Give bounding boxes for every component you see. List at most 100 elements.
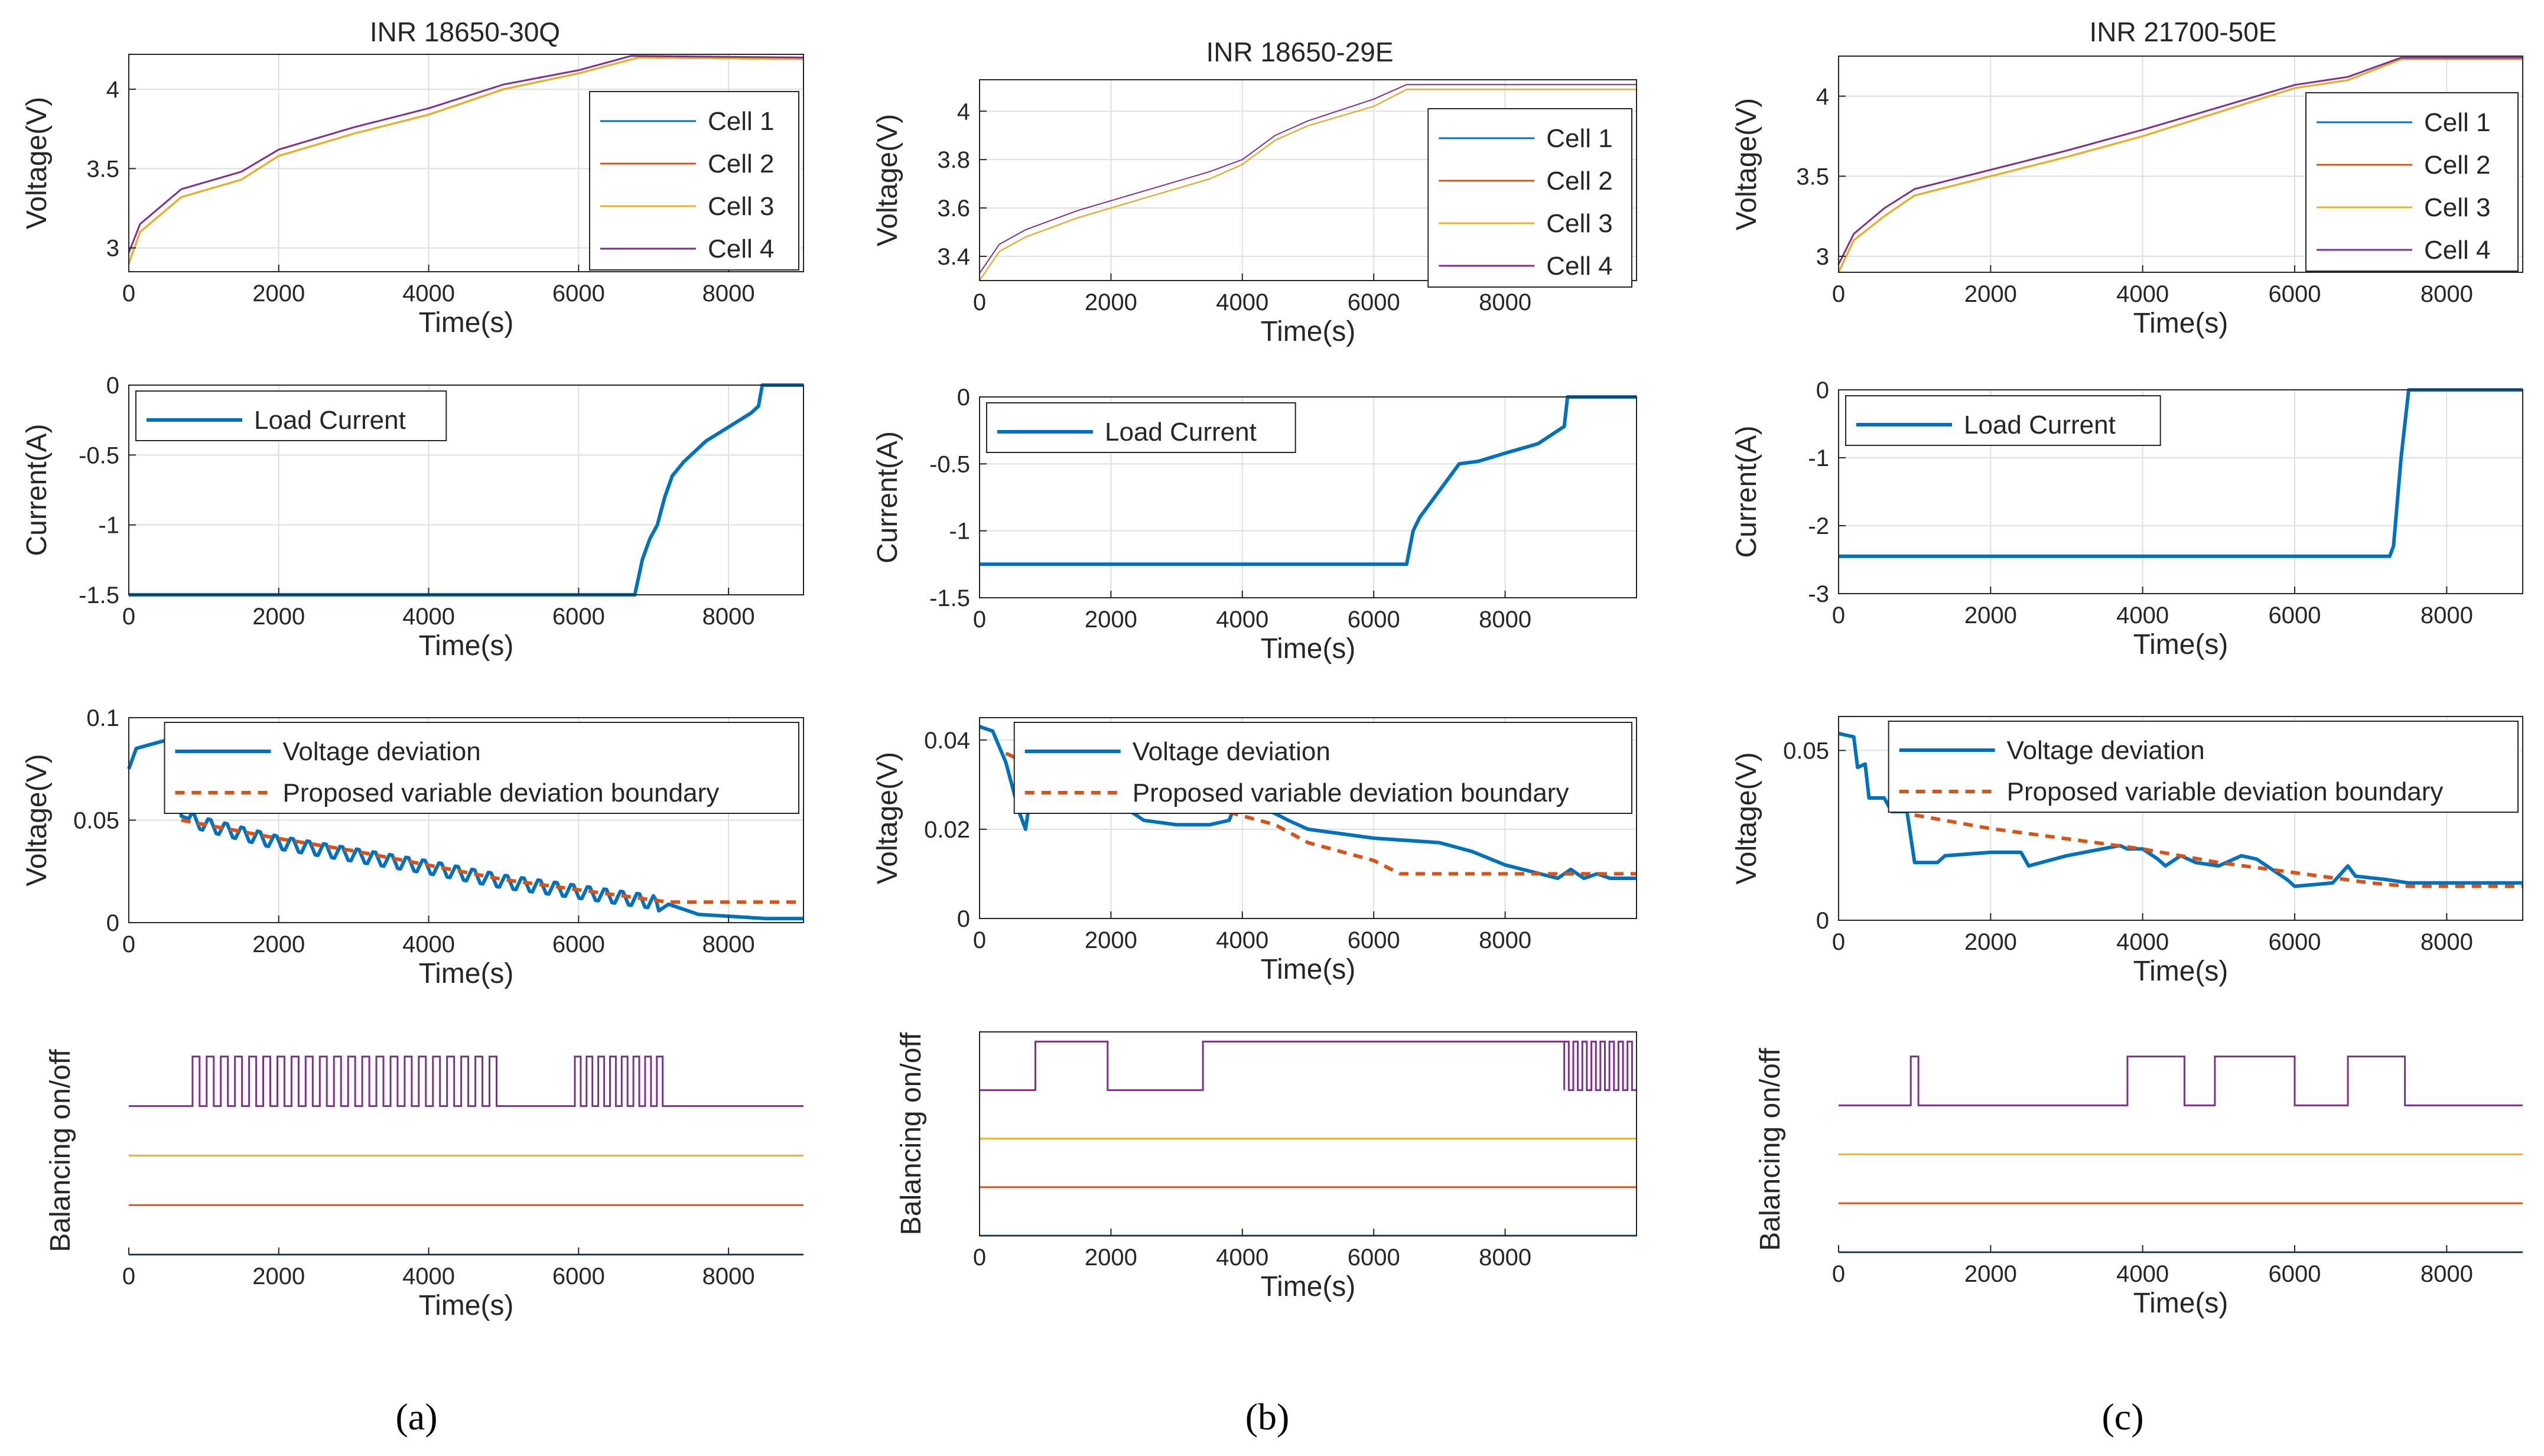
x-axis-label: Time(s) — [2133, 1288, 2229, 1319]
x-tick-label: 8000 — [2421, 602, 2473, 628]
legend-label: Cell 1 — [2424, 108, 2491, 137]
legend-label: Cell 2 — [708, 149, 775, 178]
x-tick-label: 2000 — [1964, 929, 2017, 955]
channel-line-cell-4 — [129, 1056, 803, 1108]
x-tick-label: 6000 — [1348, 927, 1400, 953]
x-tick-label: 6000 — [2269, 602, 2321, 628]
y-tick-label: -1 — [98, 513, 119, 539]
x-tick-label: 4000 — [402, 931, 455, 957]
x-tick-label: 4000 — [402, 281, 455, 307]
axes-box — [128, 385, 804, 595]
legend-label: Cell 2 — [2424, 151, 2491, 180]
y-axis-label: Balancing on/off — [896, 1032, 927, 1235]
x-tick-label: 8000 — [1479, 1245, 1531, 1271]
y-axis-label: Balancing on/off — [1755, 1048, 1786, 1251]
x-axis-label: Time(s) — [419, 1290, 514, 1321]
x-tick-label: 8000 — [1479, 927, 1531, 953]
y-tick-label: 0 — [106, 373, 119, 399]
y-tick-label: 4 — [1816, 84, 1829, 110]
x-tick-label: 8000 — [1479, 607, 1531, 633]
chart-b-voltage: 0 2000 4000 6000 8000 3.4 3.6 3.8 4 Time(s) Voltag… — [872, 79, 1637, 347]
y-axis-label: Voltage(V) — [21, 754, 53, 886]
y-tick-label: -3 — [1808, 581, 1829, 607]
series-line-load-current — [129, 383, 803, 597]
x-tick-label: 6000 — [552, 931, 605, 957]
x-axis-label: Time(s) — [1261, 1271, 1356, 1302]
series-line-cell-4 — [979, 84, 1637, 274]
series-line-cell-4 — [1837, 57, 2523, 265]
x-tick-label: 6000 — [1348, 1245, 1400, 1271]
y-tick-label: -0.5 — [79, 442, 119, 468]
legend-label: Load Current — [1105, 418, 1257, 447]
x-tick-label: 2000 — [1085, 1245, 1137, 1271]
x-tick-label: 6000 — [552, 281, 605, 307]
series-line-cell-4 — [128, 55, 804, 253]
y-tick-label: -0.5 — [929, 451, 970, 477]
x-tick-label: 0 — [1832, 929, 1845, 955]
legend-label: Cell 1 — [1546, 124, 1613, 153]
x-tick-label: 6000 — [552, 604, 605, 630]
chart-a-voltage: 0 2000 4000 6000 8000 3 3.5 4 Time(s) Voltage(V) C… — [21, 54, 804, 338]
x-tick-label: 0 — [122, 931, 135, 957]
x-tick-label: 2000 — [1964, 281, 2017, 307]
x-tick-label: 0 — [1832, 1261, 1845, 1287]
y-tick-label: 3.8 — [937, 147, 970, 173]
y-tick-label: 0 — [1816, 908, 1829, 934]
y-tick-label: -1 — [949, 519, 970, 545]
legend-label: Cell 4 — [708, 234, 775, 263]
legend: Voltage deviation Proposed variable devia… — [1013, 722, 1632, 814]
channel-line-cell-4 — [1839, 1056, 2523, 1106]
x-tick-label: 0 — [973, 1245, 986, 1271]
series-line-cell-3 — [979, 89, 1637, 281]
chart-b-current: 0 2000 4000 6000 8000 -1.5 -1 -0.5 0 Time(s) Curre… — [872, 385, 1637, 665]
x-tick-label: 2000 — [252, 931, 305, 957]
y-axis-label: Current(A) — [21, 424, 53, 556]
y-tick-label: 0.05 — [1783, 738, 1829, 764]
chart-b-deviation: 0 2000 4000 6000 8000 0 0.02 0.04 Time(s) Voltage… — [872, 717, 1637, 985]
y-tick-label: 0 — [957, 906, 970, 932]
chart-c-deviation: 0 2000 4000 6000 8000 0 0.05 Time(s) Voltage(V) V… — [1731, 716, 2523, 987]
series-line-cell-3 — [1837, 58, 2523, 273]
legend-label: Voltage deviation — [1133, 737, 1330, 766]
column-c-title: INR 21700-50E — [2089, 17, 2276, 47]
legend-label: Proposed variable deviation boundary — [1133, 779, 1569, 807]
series-line-voltage-deviation — [127, 736, 803, 921]
legend-label: Proposed variable deviation boundary — [283, 779, 720, 807]
x-axis-label: Time(s) — [419, 630, 514, 662]
y-axis-label: Voltage(V) — [21, 97, 53, 229]
y-axis-label: Voltage(V) — [872, 114, 903, 246]
x-tick-label: 6000 — [2269, 1261, 2321, 1287]
x-tick-label: 4000 — [402, 604, 455, 630]
legend-label: Cell 3 — [1546, 209, 1613, 238]
legend: Load Current — [135, 390, 447, 441]
legend-label: Cell 4 — [2424, 236, 2491, 265]
x-tick-label: 4000 — [1216, 927, 1268, 953]
column-c-label: (c) — [2101, 1396, 2143, 1438]
legend-label: Proposed variable deviation boundary — [2007, 777, 2444, 806]
x-tick-label: 4000 — [2116, 602, 2169, 628]
x-tick-label: 4000 — [2116, 1261, 2169, 1287]
x-tick-label: 8000 — [2421, 1261, 2473, 1287]
y-tick-label: 0.04 — [924, 728, 970, 754]
plot-area — [980, 1032, 1637, 1236]
x-tick-label: 2000 — [1964, 602, 2017, 628]
x-tick-label: 8000 — [1479, 289, 1531, 315]
x-tick-label: 6000 — [2269, 281, 2321, 307]
chart-a-balancing: 0 2000 4000 6000 8000 Time(s) Balancing on/off — [45, 1047, 803, 1321]
y-tick-label: 3.6 — [937, 196, 970, 222]
x-tick-label: 0 — [973, 927, 986, 953]
legend: Voltage deviation Proposed variable devia… — [1888, 721, 2519, 813]
series-line-proposed-variable-deviation-boundary — [1005, 751, 1637, 876]
column-a-title: INR 18650-30Q — [370, 17, 560, 47]
axes-box — [1838, 389, 2523, 594]
axes-box — [979, 717, 1637, 919]
axes-box — [128, 54, 804, 272]
x-tick-label: 8000 — [2421, 929, 2473, 955]
x-axis-label: Time(s) — [419, 307, 514, 338]
legend: Cell 1 Cell 2 Cell 3 Cell 4 — [588, 91, 799, 271]
x-tick-label: 2000 — [252, 1263, 305, 1289]
legend: Voltage deviation Proposed variable devia… — [164, 722, 799, 814]
legend-label: Cell 1 — [708, 107, 775, 136]
x-tick-label: 0 — [122, 1263, 135, 1289]
y-tick-label: 3.5 — [1796, 164, 1829, 190]
